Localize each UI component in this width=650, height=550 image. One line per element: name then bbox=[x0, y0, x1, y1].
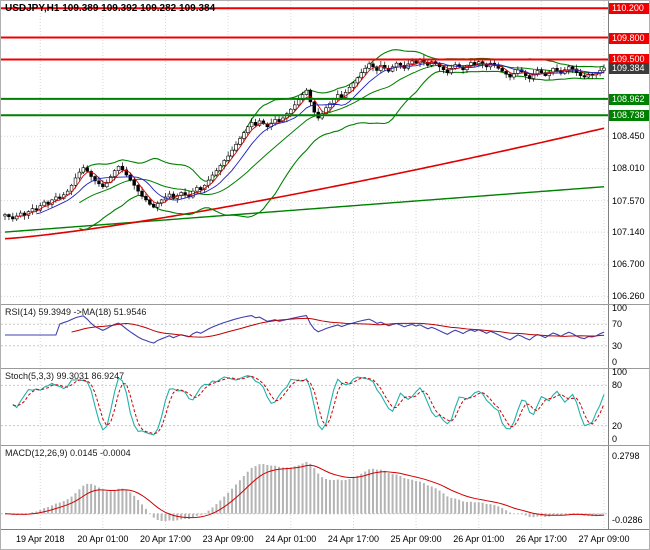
rsi-title: RSI(14) 59.3949 ->MA(18) 51.9546 bbox=[5, 307, 147, 317]
macd-axis[interactable]: 0.2798 -0.0286 bbox=[608, 446, 649, 529]
price-tick: 108.450 bbox=[612, 131, 645, 142]
macd-tick: 0.2798 bbox=[612, 451, 640, 462]
stochastic-axis[interactable]: 100 80 20 0 bbox=[608, 367, 649, 445]
rsi-tick: 0 bbox=[612, 357, 618, 367]
rsi-canvas[interactable] bbox=[1, 305, 608, 367]
stochastic-title: Stoch(5,3,3) 99.3031 86.9247 bbox=[5, 371, 125, 381]
price-badge: 110.200 bbox=[609, 3, 649, 15]
time-tick: 26 Apr 17:00 bbox=[515, 534, 567, 544]
time-tick: 20 Apr 01:00 bbox=[77, 534, 129, 544]
price-badge: 109.384 bbox=[609, 62, 649, 74]
time-tick: 25 Apr 09:00 bbox=[390, 534, 442, 544]
time-tick: 27 Apr 09:00 bbox=[578, 534, 630, 544]
price-tick: 107.140 bbox=[612, 227, 645, 238]
time-axis[interactable]: 19 Apr 2018 20 Apr 01:00 20 Apr 17:00 23 Ap… bbox=[1, 529, 649, 549]
macd-tick: -0.0286 bbox=[612, 514, 643, 525]
price-tick: 107.570 bbox=[612, 195, 645, 206]
price-tick: 106.700 bbox=[612, 259, 645, 270]
macd-panel: MACD(12,26,9) 0.0145 -0.0004 0.2798 -0.02… bbox=[1, 445, 649, 529]
time-tick: 26 Apr 01:00 bbox=[453, 534, 505, 544]
time-tick: 23 Apr 09:00 bbox=[202, 534, 254, 544]
stoch-tick: 0 bbox=[612, 434, 618, 444]
stoch-tick: 20 bbox=[612, 420, 623, 431]
rsi-tick: 70 bbox=[612, 319, 623, 330]
stochastic-panel: Stoch(5,3,3) 99.3031 86.9247 100 80 20 0 bbox=[1, 367, 649, 445]
rsi-panel: RSI(14) 59.3949 ->MA(18) 51.9546 100 70 30… bbox=[1, 303, 649, 368]
stoch-tick: 80 bbox=[612, 380, 623, 391]
price-tick: 106.260 bbox=[612, 291, 645, 302]
stochastic-canvas[interactable] bbox=[1, 369, 608, 444]
main-chart-canvas[interactable] bbox=[1, 1, 608, 303]
rsi-axis[interactable]: 100 70 30 0 bbox=[608, 303, 649, 368]
price-badge: 109.800 bbox=[609, 32, 649, 44]
stoch-tick: 100 bbox=[612, 367, 628, 377]
price-badge: 109.500 bbox=[609, 54, 649, 66]
price-badge: 108.962 bbox=[609, 93, 649, 105]
main-chart-panel: USDJPY,H1 109.389 109.392 109.282 109.38… bbox=[1, 1, 649, 304]
macd-canvas[interactable] bbox=[1, 446, 608, 528]
time-tick: 19 Apr 2018 bbox=[15, 534, 65, 544]
price-tick: 108.010 bbox=[612, 163, 645, 174]
chart-title: USDJPY,H1 109.389 109.392 109.282 109.38… bbox=[5, 3, 216, 14]
rsi-tick: 30 bbox=[612, 340, 623, 351]
time-tick: 20 Apr 17:00 bbox=[139, 534, 192, 544]
time-tick: 24 Apr 01:00 bbox=[265, 534, 317, 544]
price-axis[interactable]: 108.450 108.010 107.570 107.140 106.700 106.2… bbox=[608, 1, 649, 304]
time-tick: 24 Apr 17:00 bbox=[327, 534, 379, 544]
rsi-tick: 100 bbox=[612, 303, 628, 313]
macd-title: MACD(12,26,9) 0.0145 -0.0004 bbox=[5, 448, 131, 458]
price-badge: 108.738 bbox=[609, 110, 649, 122]
